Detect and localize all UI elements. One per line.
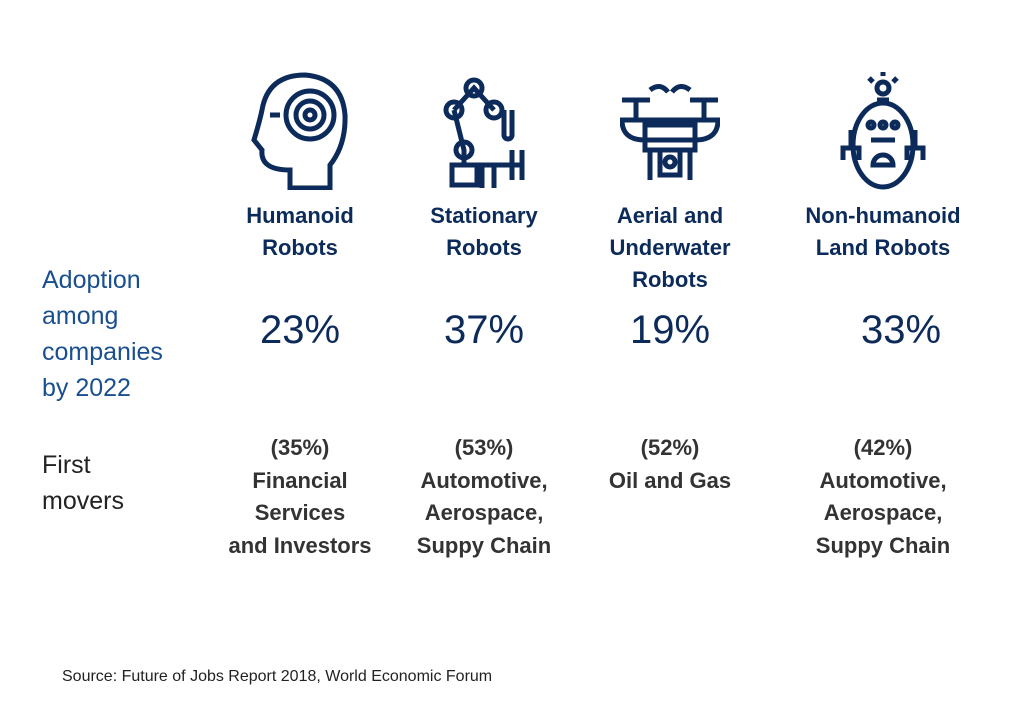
label-line: Adoption [42,266,141,294]
label-line: First [42,451,91,479]
label-line: by 2022 [42,374,131,402]
label-line: movers [42,487,124,515]
adoption-value: 19% [629,308,711,352]
first-movers-value: (53%) Automotive, Aerospace, Suppy Chain [416,435,552,558]
first-movers-value: (52%) Oil and Gas [608,435,732,493]
first-movers-value: (42%) Automotive, Aerospace, Suppy Chain [815,435,951,558]
column-title: Stationary Robots [430,203,538,260]
adoption-label: Adoption among companies by 2022 [42,262,163,406]
adoption-value: 23% [259,308,341,352]
first-movers-label: First movers [42,447,124,519]
adoption-value: 33% [860,308,942,352]
land-robot-icon [840,72,926,190]
column-title: Humanoid Robots [246,203,354,260]
drone-icon [620,84,720,180]
column-title: Aerial and Underwater Robots [609,203,731,292]
adoption-value: 37% [443,308,525,352]
label-line: companies [42,338,163,366]
humanoid-robot-head-icon [251,72,348,190]
source-note: Source: Future of Jobs Report 2018, Worl… [62,668,493,685]
first-movers-value: (35%) Financial Services and Investors [228,435,372,558]
label-line: among [42,302,119,330]
robotic-arm-icon [443,77,525,188]
column-title: Non-humanoid Land Robots [805,203,961,260]
